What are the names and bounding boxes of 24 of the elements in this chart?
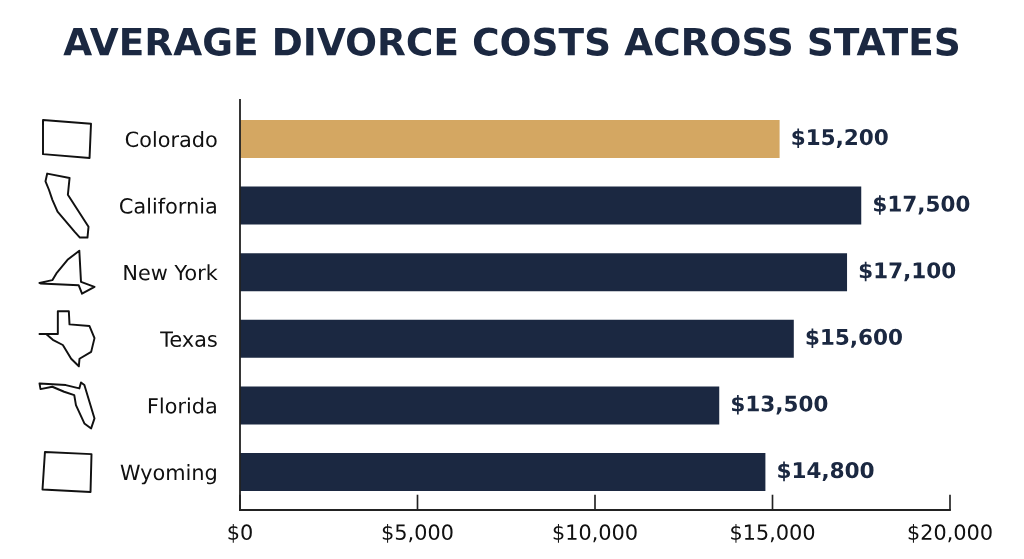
y-tick-label: Texas: [160, 331, 217, 348]
bar: [240, 453, 766, 492]
x-tick-label: $5,000: [382, 523, 453, 543]
data-label: $13,500: [732, 395, 828, 415]
chart-title: AVERAGE DIVORCE COSTS ACROSS STATES: [63, 27, 959, 56]
data-label: $17,500: [874, 195, 970, 215]
x-tick-label: $10,000: [553, 523, 637, 543]
y-tick-label: California: [120, 197, 216, 214]
data-label: $15,200: [792, 128, 888, 149]
x-tick-label: $0: [228, 523, 252, 543]
y-tick-label: Wyoming: [120, 464, 216, 485]
y-tick-label: Florida: [148, 397, 216, 414]
data-label: $14,800: [778, 461, 874, 482]
bar: [240, 186, 862, 225]
x-tick-label: $20,000: [908, 523, 992, 543]
bar: [240, 319, 794, 358]
data-label: $15,600: [806, 328, 902, 348]
bar: [240, 119, 780, 158]
bar: [240, 386, 720, 425]
y-tick-label: Colorado: [125, 131, 217, 148]
data-label: $17,100: [859, 261, 956, 282]
y-tick-label: New York: [124, 264, 218, 281]
x-tick-label: $15,000: [731, 523, 815, 543]
bar: [240, 253, 848, 292]
